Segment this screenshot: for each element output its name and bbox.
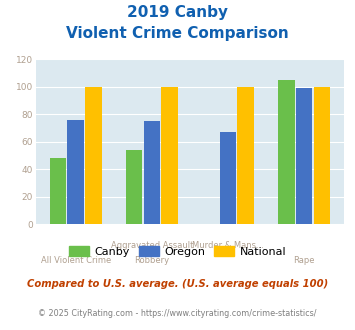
Text: Aggravated Assault: Aggravated Assault: [111, 241, 193, 250]
Text: Murder & Mans...: Murder & Mans...: [192, 241, 264, 250]
Bar: [126, 150, 142, 224]
Text: Rape: Rape: [293, 256, 315, 265]
Bar: [296, 88, 312, 224]
Bar: [278, 80, 295, 224]
Bar: [162, 87, 178, 224]
Text: Robbery: Robbery: [134, 256, 169, 265]
Legend: Canby, Oregon, National: Canby, Oregon, National: [64, 242, 291, 261]
Bar: [313, 87, 330, 224]
Bar: [50, 158, 66, 224]
Bar: [67, 120, 84, 224]
Bar: [143, 121, 160, 224]
Text: All Violent Crime: All Violent Crime: [41, 256, 111, 265]
Bar: [85, 87, 102, 224]
Text: 2019 Canby: 2019 Canby: [127, 5, 228, 20]
Bar: [237, 87, 254, 224]
Text: © 2025 CityRating.com - https://www.cityrating.com/crime-statistics/: © 2025 CityRating.com - https://www.city…: [38, 309, 317, 317]
Text: Violent Crime Comparison: Violent Crime Comparison: [66, 26, 289, 41]
Text: Compared to U.S. average. (U.S. average equals 100): Compared to U.S. average. (U.S. average …: [27, 279, 328, 289]
Bar: [220, 132, 236, 224]
